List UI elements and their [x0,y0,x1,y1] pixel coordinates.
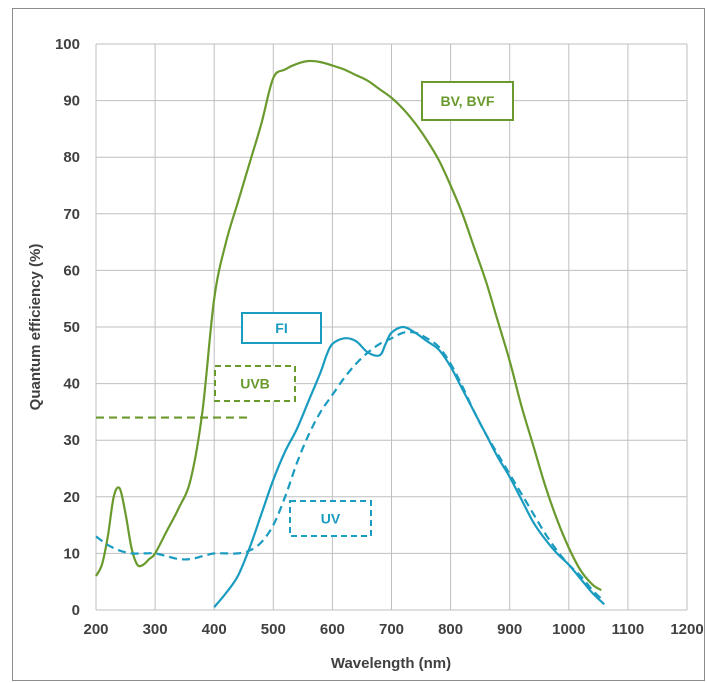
y-axis-label: Quantum efficiency (%) [27,244,44,411]
y-tick-label: 70 [63,206,80,223]
series-line-fi [213,325,606,608]
annotation-box [241,312,322,344]
x-tick-label: 200 [83,621,108,638]
annotation-box [214,365,296,402]
x-axis-label: Wavelength (nm) [331,655,451,672]
annotation-uvb: UVB [214,365,296,402]
annotation-label: UVB [240,376,270,392]
y-tick-label: 100 [55,36,80,53]
annotation-fi: FI [241,312,322,344]
tick-labels: 200 300 400 500 600 700 800 900 1000 1100 1200 0 10 2… [55,36,704,638]
x-tick-label: 600 [320,621,345,638]
y-tick-label: 10 [63,545,80,562]
x-tick-label: 1000 [552,621,585,638]
x-tick-label: 300 [143,621,168,638]
y-tick-label: 50 [63,319,80,336]
annotation-label: BV, BVF [441,93,495,109]
x-tick-label: 1200 [670,621,703,638]
x-tick-label: 800 [438,621,463,638]
series-layer [95,59,606,608]
x-tick-label: 900 [497,621,522,638]
series-line-bv-bvf [95,59,602,592]
y-tick-label: 80 [63,149,80,166]
y-tick-label: 90 [63,93,80,110]
y-tick-label: 60 [63,262,80,279]
x-tick-label: 1100 [612,621,645,638]
annotations: BV, BVF FI UVB UV [214,81,514,537]
annotation-bv-bvf: BV, BVF [421,81,514,121]
y-tick-label: 30 [63,432,80,449]
y-tick-label: 40 [63,376,80,393]
annotation-box [421,81,514,121]
series-line-uv [95,330,603,600]
chart-frame [12,8,705,681]
grid [95,43,688,611]
annotation-label: UV [321,511,341,527]
x-tick-label: 700 [379,621,404,638]
annotation-box [289,500,372,537]
y-tick-label: 0 [72,602,80,619]
x-tick-label: 500 [261,621,286,638]
annotation-uv: UV [289,500,372,537]
x-tick-label: 400 [202,621,227,638]
y-tick-label: 20 [63,489,80,506]
annotation-label: FI [275,320,287,336]
